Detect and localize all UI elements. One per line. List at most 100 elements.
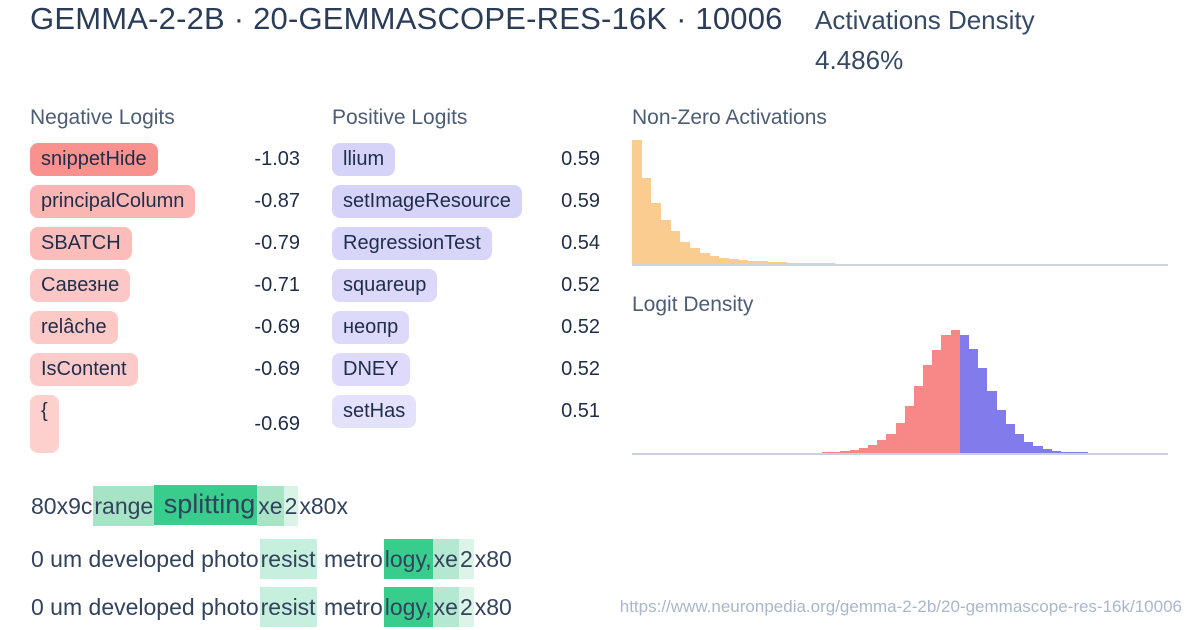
logit-density-histogram[interactable]	[632, 330, 1168, 455]
negative-logit-value: -0.69	[254, 316, 300, 338]
activation-bar	[690, 248, 700, 264]
activation-bar	[806, 263, 817, 264]
negative-logit-value: -0.79	[254, 232, 300, 254]
negative-logit-row: SBATCH -0.79	[30, 227, 300, 260]
negative-logit-row: IsContent -0.69	[30, 353, 300, 386]
negative-logit-bar	[923, 365, 933, 453]
negative-logit-bar	[941, 335, 951, 453]
highlighted-token: range	[93, 486, 155, 526]
negative-logit-row: principalColumn -0.87	[30, 185, 300, 218]
negative-logit-bar	[895, 423, 905, 453]
positive-logit-value: 0.52	[561, 274, 600, 296]
highlighted-token: 2	[458, 587, 474, 627]
activation-bar	[719, 258, 729, 264]
activation-text-samples: 80x9crange splitting xe2x80x 0 um develope…	[30, 485, 620, 630]
positive-logits-section: Positive Logits llium 0.59 setImageResourc…	[332, 106, 600, 437]
plain-token: 0 um developed photo	[31, 594, 259, 620]
negative-token-pill[interactable]: SBATCH	[30, 227, 132, 260]
plain-token: x80x	[299, 493, 348, 519]
negative-logit-bar	[822, 452, 832, 453]
positive-logit-bar	[1042, 449, 1052, 453]
sample-line: 0 um developed photoresist metrology,xe2…	[30, 539, 620, 579]
activation-bar	[709, 256, 720, 264]
negative-token-pill[interactable]: snippetHide	[30, 143, 158, 176]
negative-logit-bar	[886, 434, 896, 453]
negative-logit-bar	[950, 330, 960, 453]
positive-logit-bar	[987, 391, 997, 453]
negative-logit-bar	[849, 450, 859, 453]
negative-token-pill[interactable]: {	[30, 395, 59, 453]
positive-logit-value: 0.52	[561, 316, 600, 338]
negative-token-pill[interactable]: Савезне	[30, 269, 131, 302]
positive-logit-bar	[1079, 452, 1089, 453]
negative-token-pill[interactable]: IsContent	[30, 353, 138, 386]
positive-logit-bar	[1060, 452, 1071, 453]
activation-bar	[632, 140, 642, 264]
charts-section: Non-Zero Activations Logit Density	[632, 106, 1168, 455]
negative-logit-bar	[913, 386, 924, 453]
positive-logit-row: llium 0.59	[332, 143, 600, 176]
positive-token-pill[interactable]: squareup	[332, 269, 438, 302]
positive-logit-value: 0.51	[561, 400, 600, 422]
highlighted-token: xe	[432, 539, 459, 579]
positive-logits-list: llium 0.59 setImageResource 0.59 RegressionT…	[332, 143, 600, 428]
positive-logit-row: setHas 0.51	[332, 395, 600, 428]
highlighted-token: splitting	[154, 485, 258, 525]
negative-token-pill[interactable]: principalColumn	[30, 185, 196, 218]
negative-logit-row: Савезне -0.71	[30, 269, 300, 302]
histogram-baseline	[632, 453, 1168, 455]
positive-logit-row: setImageResource 0.59	[332, 185, 600, 218]
positive-logit-bar	[1033, 446, 1043, 453]
activation-bar	[748, 261, 758, 264]
negative-logit-row: { -0.69	[30, 395, 300, 453]
plain-token: metro	[317, 594, 383, 620]
negative-logit-value: -0.69	[254, 412, 300, 435]
positive-logit-bar	[978, 368, 988, 453]
negative-logit-bar	[867, 445, 878, 453]
nonzero-activations-histogram[interactable]	[632, 140, 1168, 266]
activation-bar	[699, 253, 710, 264]
positive-logit-value: 0.52	[561, 358, 600, 380]
plain-token: x80	[474, 594, 512, 620]
sample-line: 80x9crange splitting xe2x80x	[30, 485, 620, 526]
positive-logits-heading: Positive Logits	[332, 106, 468, 129]
highlighted-token: logy,	[383, 587, 433, 627]
positive-token-pill[interactable]: setHas	[332, 395, 417, 428]
source-url[interactable]: https://www.neuronpedia.org/gemma-2-2b/2…	[619, 597, 1182, 616]
plain-token: 80x9c	[31, 493, 93, 519]
activation-bar	[777, 262, 787, 264]
positive-logit-bar	[996, 410, 1006, 453]
activation-bar	[661, 220, 671, 264]
highlighted-token: resist	[259, 587, 317, 627]
highlighted-token: 2	[458, 539, 474, 579]
highlighted-token: xe	[257, 486, 284, 526]
activation-bar	[787, 263, 797, 264]
highlighted-token: logy,	[383, 539, 433, 579]
positive-token-pill[interactable]: неопр	[332, 311, 410, 344]
activation-bar	[757, 261, 768, 264]
negative-token-pill[interactable]: relâche	[30, 311, 118, 344]
positive-token-pill[interactable]: RegressionTest	[332, 227, 492, 260]
negative-logits-section: Negative Logits snippetHide -1.03 principa…	[30, 106, 300, 462]
activations-density-value: 4.486%	[815, 45, 904, 75]
activation-bar	[651, 203, 662, 264]
negative-logits-list: snippetHide -1.03 principalColumn -0.87 SBAT…	[30, 143, 300, 453]
activations-density: Activations Density 4.486%	[815, 0, 1035, 80]
positive-token-pill[interactable]: DNEY	[332, 353, 410, 386]
positive-logit-bar	[969, 349, 979, 453]
positive-logit-bar	[1014, 434, 1025, 453]
positive-logit-value: 0.59	[561, 190, 600, 212]
nonzero-activations-heading: Non-Zero Activations	[632, 106, 827, 129]
positive-token-pill[interactable]: llium	[332, 143, 396, 176]
plain-token: x80	[474, 546, 512, 572]
highlighted-token: xe	[432, 587, 459, 627]
activation-bar	[796, 263, 807, 264]
positive-token-pill[interactable]: setImageResource	[332, 185, 522, 218]
negative-logit-value: -0.69	[254, 358, 300, 380]
histogram-baseline	[632, 264, 1168, 266]
page-title: GEMMA-2-2B · 20-GEMMASCOPE-RES-16K · 100…	[30, 1, 783, 36]
negative-logit-row: relâche -0.69	[30, 311, 300, 344]
positive-logit-bar	[1051, 451, 1061, 453]
histogram-bars	[822, 330, 1089, 453]
positive-logit-bar	[959, 335, 969, 453]
